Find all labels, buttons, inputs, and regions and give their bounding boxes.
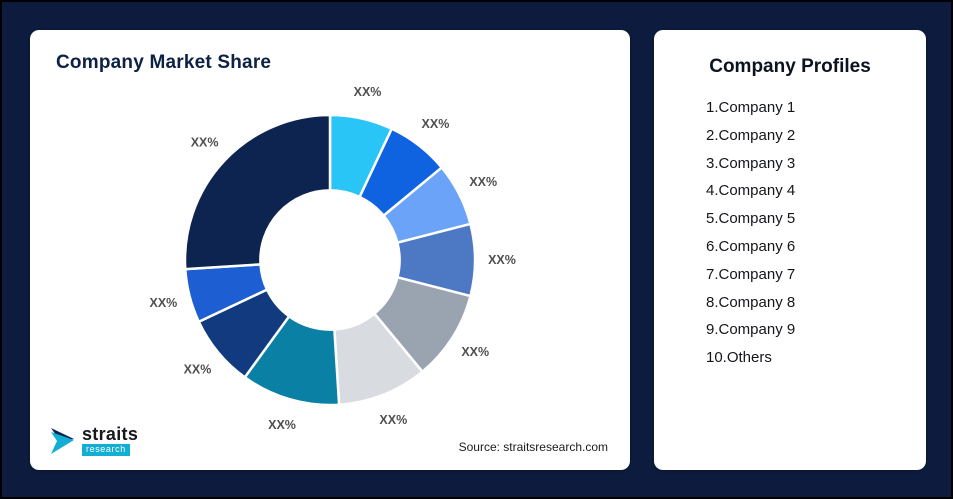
segment-percent-label: XX% bbox=[488, 253, 516, 267]
company-profile-item: 2.Company 2 bbox=[706, 126, 796, 144]
company-profile-item: 9.Company 9 bbox=[706, 321, 796, 339]
company-profile-item: 10.Others bbox=[706, 349, 772, 367]
segment-percent-label: XX% bbox=[354, 85, 382, 99]
market-share-card: Company Market Share XX% XX% XX% XX% XX% XX% X… bbox=[30, 30, 630, 470]
donut-segment-others bbox=[183, 113, 332, 271]
company-profile-item: 8.Company 8 bbox=[706, 293, 796, 311]
company-profile-item: 6.Company 6 bbox=[706, 237, 796, 255]
segment-percent-label: XX% bbox=[184, 363, 212, 377]
segment-percent-label: XX% bbox=[422, 117, 450, 131]
segment-percent-label: XX% bbox=[191, 135, 219, 149]
profiles-title: Company Profiles bbox=[709, 56, 871, 77]
donut-chart: XX% XX% XX% XX% XX% XX% XX% XX% XX% XX% bbox=[150, 85, 516, 432]
logo-primary-text: straits bbox=[82, 424, 139, 444]
company-profile-item: 7.Company 7 bbox=[706, 265, 796, 283]
segment-percent-label: XX% bbox=[379, 413, 407, 427]
segment-percent-label: XX% bbox=[461, 345, 489, 359]
company-profile-item: 5.Company 5 bbox=[706, 210, 796, 228]
company-profiles-card: Company Profiles 1.Company 1 2.Company 2 3… bbox=[654, 30, 926, 470]
company-profiles-list: 1.Company 1 2.Company 2 3.Company 3 4.Compa… bbox=[654, 94, 926, 372]
straits-research-logo: straits research bbox=[50, 425, 138, 456]
source-attribution: Source: straitsresearch.com bbox=[458, 440, 608, 454]
logo-text: straits research bbox=[82, 425, 138, 456]
logo-secondary-text: research bbox=[82, 444, 130, 456]
segment-percent-label: XX% bbox=[469, 175, 497, 189]
chart-title: Company Market Share bbox=[56, 52, 272, 73]
logo-arrow-icon bbox=[51, 427, 74, 454]
company-profile-item: 3.Company 3 bbox=[706, 154, 796, 172]
segment-percent-label: XX% bbox=[150, 296, 178, 310]
company-profile-item: 1.Company 1 bbox=[706, 99, 796, 116]
segment-percent-label: XX% bbox=[268, 418, 296, 432]
company-profile-item: 4.Company 4 bbox=[706, 182, 796, 200]
